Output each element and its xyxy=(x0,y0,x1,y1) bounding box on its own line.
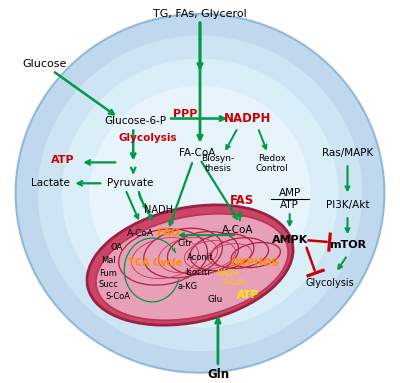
Text: ATP: ATP xyxy=(237,290,259,300)
Ellipse shape xyxy=(38,36,362,351)
Text: Isocitr: Isocitr xyxy=(185,267,211,277)
Text: Glu: Glu xyxy=(207,295,223,304)
Text: Glucose-6-P: Glucose-6-P xyxy=(104,116,166,126)
Text: Lactate: Lactate xyxy=(31,178,70,188)
Text: AMPK: AMPK xyxy=(272,235,308,245)
Text: Biosyn-
thesis: Biosyn- thesis xyxy=(201,154,234,173)
Text: ATP: ATP xyxy=(280,200,299,210)
Ellipse shape xyxy=(62,59,338,328)
Text: A-CoA: A-CoA xyxy=(222,225,254,235)
Text: Pyruvate: Pyruvate xyxy=(107,178,154,188)
Text: A-CoA: A-CoA xyxy=(127,229,154,237)
Text: NADH: NADH xyxy=(216,268,239,278)
Text: Redox
Control: Redox Control xyxy=(255,154,288,173)
Text: Gln: Gln xyxy=(207,368,229,381)
Text: NADPH: NADPH xyxy=(224,112,272,125)
Text: S-CoA: S-CoA xyxy=(106,292,131,301)
Text: ATP: ATP xyxy=(51,155,74,165)
Text: Mal: Mal xyxy=(101,255,116,265)
Text: Glycolysis: Glycolysis xyxy=(305,278,354,288)
Text: FAO: FAO xyxy=(157,228,180,238)
Text: mTOR: mTOR xyxy=(329,240,366,250)
Text: PI3K/Akt: PI3K/Akt xyxy=(326,200,369,210)
Ellipse shape xyxy=(87,205,293,325)
Text: Ras/MAPK: Ras/MAPK xyxy=(322,149,373,159)
Text: A-CoA: A-CoA xyxy=(223,278,246,288)
Text: Succ: Succ xyxy=(98,280,118,290)
Text: Citr: Citr xyxy=(178,239,192,247)
Ellipse shape xyxy=(16,14,384,373)
Text: PPP: PPP xyxy=(173,108,197,119)
Text: OXPHOS: OXPHOS xyxy=(230,258,279,268)
Text: OA: OA xyxy=(110,242,122,252)
Text: TCA Cycle: TCA Cycle xyxy=(128,258,182,268)
Text: a-KG: a-KG xyxy=(178,282,198,291)
Text: Glycolysis: Glycolysis xyxy=(119,133,178,144)
Text: Aconit: Aconit xyxy=(187,252,213,262)
Ellipse shape xyxy=(96,214,288,320)
Text: Fum: Fum xyxy=(99,268,117,278)
Text: AMP: AMP xyxy=(278,188,301,198)
Ellipse shape xyxy=(89,86,311,301)
Text: TG, FAs, Glycerol: TG, FAs, Glycerol xyxy=(153,9,247,19)
Text: Glucose: Glucose xyxy=(23,59,67,69)
Text: FA-CoA: FA-CoA xyxy=(179,149,215,159)
Text: FAS: FAS xyxy=(230,194,254,207)
Text: NADH: NADH xyxy=(144,205,173,215)
